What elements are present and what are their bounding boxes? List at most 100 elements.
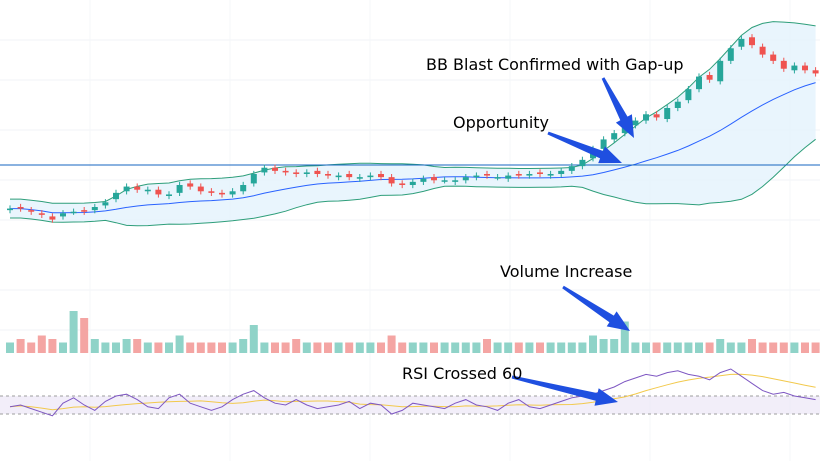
candle-body	[420, 178, 427, 182]
candle-body	[441, 180, 448, 182]
volume-bar	[249, 325, 258, 353]
volume-bar	[419, 342, 428, 353]
candle-body	[664, 108, 671, 119]
volume-bar	[472, 342, 481, 353]
volume-bar	[302, 342, 311, 353]
volume-bar	[758, 342, 767, 353]
candle-body	[314, 170, 321, 174]
candle-body	[494, 177, 501, 179]
volume-bar	[684, 342, 693, 353]
candle-body	[113, 192, 119, 200]
volume-bar	[16, 339, 25, 353]
volume-bar	[567, 342, 576, 353]
volume-bar	[716, 339, 725, 353]
candle-body	[600, 139, 607, 149]
candle-body	[515, 174, 522, 176]
candle-body	[7, 208, 13, 211]
candle-body	[325, 174, 331, 176]
volume-bar	[398, 342, 407, 353]
candle-body	[102, 202, 109, 206]
volume-bar	[610, 339, 619, 353]
candle-body	[473, 175, 480, 178]
bollinger-lower-band	[10, 138, 816, 227]
volume-bar	[101, 342, 110, 353]
candle-body	[367, 175, 374, 178]
candle-body	[526, 174, 533, 176]
volume-bar	[165, 342, 173, 353]
arrow-volume-increase	[562, 285, 630, 331]
candle-body	[484, 174, 490, 176]
volume-bar	[514, 342, 523, 353]
volume-bar	[589, 335, 597, 353]
volume-panel	[6, 311, 820, 353]
volume-bar	[292, 339, 301, 353]
candle-body	[356, 177, 363, 179]
volume-bar	[642, 342, 650, 353]
candle-body	[187, 183, 194, 187]
volume-bar	[271, 342, 279, 353]
candle-body	[250, 174, 257, 184]
volume-bar	[663, 342, 672, 353]
candle-body	[611, 133, 618, 140]
volume-bar	[228, 342, 237, 353]
volume-bar	[801, 342, 809, 353]
candle-body	[208, 191, 215, 193]
volume-bar	[525, 342, 534, 353]
volume-bar	[493, 342, 502, 353]
candle-body	[399, 183, 406, 185]
volume-bar	[175, 335, 184, 353]
candle-body	[293, 172, 300, 174]
candle-body	[749, 37, 755, 46]
volume-bar	[620, 321, 629, 353]
candle-body	[60, 213, 66, 217]
volume-bar	[631, 342, 640, 353]
candle-body	[547, 174, 554, 176]
volume-bar	[451, 342, 460, 353]
candle-body	[632, 120, 639, 126]
candle-body	[674, 101, 681, 108]
arrow-opportunity	[547, 131, 622, 164]
volume-bar	[6, 342, 14, 353]
candle-body	[240, 185, 247, 192]
candle-body	[155, 189, 162, 195]
volume-bar	[546, 342, 555, 353]
candle-body	[176, 185, 183, 193]
candle-body	[38, 213, 45, 215]
volume-bar	[218, 342, 226, 353]
candle-body	[81, 210, 88, 212]
volume-bar	[387, 335, 396, 353]
candle-body	[388, 177, 395, 184]
volume-bar	[239, 339, 248, 353]
volume-bar	[207, 342, 216, 353]
candle-body	[568, 166, 575, 171]
annotation-rsi-crossed: RSI Crossed 60	[402, 364, 522, 383]
candle-body	[123, 186, 130, 192]
candle-body	[537, 172, 543, 174]
candle-body	[431, 177, 437, 181]
volume-bar	[313, 342, 322, 353]
volume-bar	[122, 339, 131, 353]
volume-bar	[133, 339, 142, 353]
candle-body	[282, 170, 289, 173]
candle-body	[791, 65, 798, 71]
candle-body	[166, 194, 172, 196]
arrow-bb-blast	[601, 77, 634, 138]
volume-bar	[811, 342, 820, 353]
volume-bar	[186, 342, 195, 353]
volume-bar	[737, 342, 746, 353]
volume-bar	[483, 339, 491, 353]
candle-body	[229, 191, 236, 195]
candle-body	[335, 175, 342, 178]
volume-bar	[705, 342, 714, 353]
candle-body	[17, 207, 24, 209]
volume-bar	[90, 339, 99, 353]
candle-body	[802, 65, 808, 71]
candle-body	[219, 192, 225, 195]
volume-bar	[377, 342, 385, 353]
candle-body	[144, 189, 151, 192]
rsi-line	[9, 368, 816, 417]
volume-bar	[557, 342, 566, 353]
volume-bar	[599, 339, 608, 353]
candle-body	[49, 216, 56, 220]
